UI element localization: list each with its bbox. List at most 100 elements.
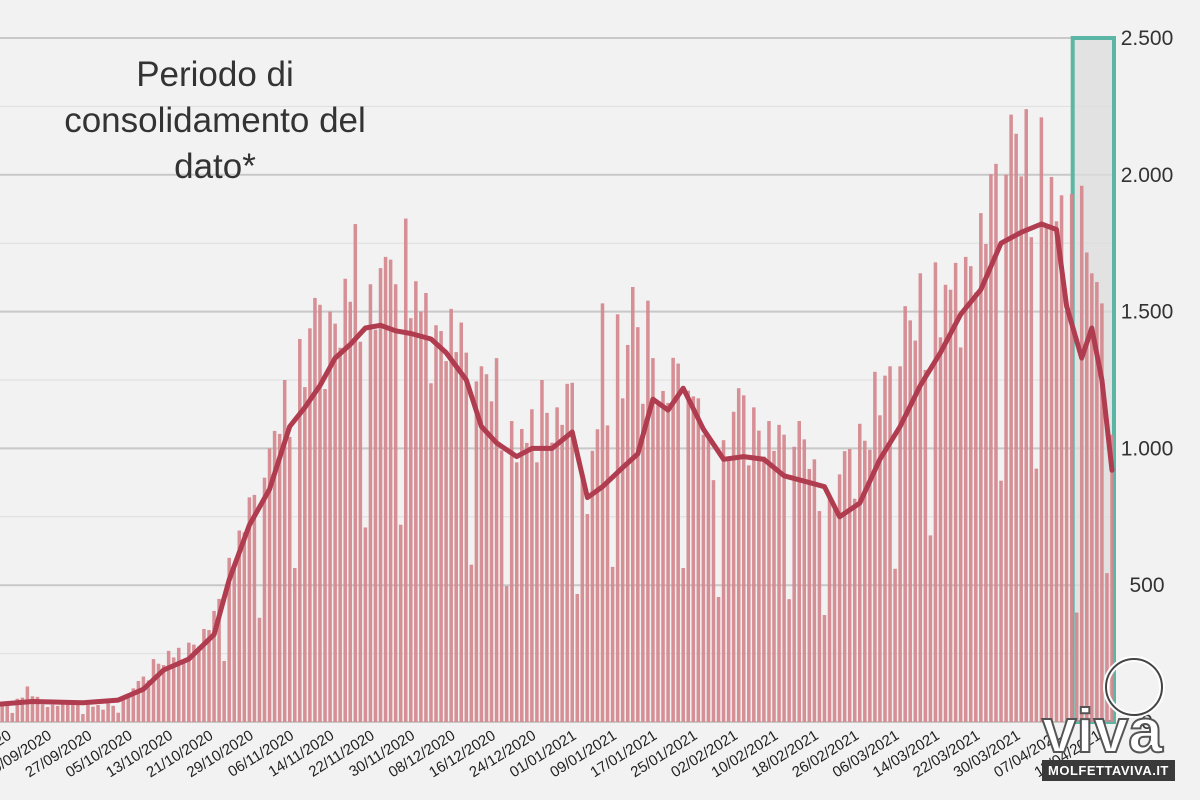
daily-bar [948, 289, 953, 722]
daily-bar [232, 566, 236, 722]
daily-bar [287, 436, 292, 722]
daily-bar [852, 498, 857, 722]
daily-bar [207, 630, 211, 722]
daily-bar [91, 706, 95, 722]
daily-bar [76, 704, 80, 722]
daily-bar [817, 511, 822, 722]
daily-bar [968, 266, 973, 722]
daily-bar [1019, 176, 1023, 722]
daily-bar [731, 411, 736, 722]
x-axis: 11/09/202019/09/202027/09/202005/10/2020… [0, 727, 1104, 781]
daily-bar [86, 704, 90, 722]
y-axis: 0 500 1.000 1.500 2.000 2.500 [1121, 27, 1174, 734]
daily-bar [600, 303, 605, 722]
daily-bar [913, 340, 918, 722]
y-tick-label: 1.000 [1121, 437, 1174, 460]
daily-bar [499, 450, 504, 722]
daily-bar [479, 366, 484, 722]
daily-bar [338, 347, 342, 722]
daily-bar [767, 421, 771, 722]
daily-bar [81, 714, 85, 722]
daily-bar [323, 389, 327, 722]
daily-bar [298, 338, 302, 722]
daily-bar [20, 697, 25, 722]
daily-bar [933, 262, 938, 722]
daily-bar [772, 450, 776, 722]
y-tick-label: 0 [1141, 711, 1153, 734]
daily-bar [676, 363, 680, 722]
daily-bar [454, 352, 458, 722]
daily-bar [141, 676, 146, 722]
daily-bar [701, 434, 706, 722]
daily-bar [202, 628, 206, 722]
daily-bar [66, 704, 70, 722]
daily-bar [35, 696, 40, 722]
daily-bar [237, 530, 242, 722]
daily-bar [716, 596, 721, 722]
daily-bar [525, 442, 529, 722]
daily-bar [393, 284, 398, 722]
daily-bar [989, 174, 993, 722]
viva-logo: viva [1041, 656, 1165, 767]
daily-bar [999, 480, 1003, 722]
daily-bar [166, 650, 171, 722]
daily-bar [691, 396, 696, 722]
daily-bar [257, 617, 262, 722]
daily-bar [509, 421, 514, 722]
daily-bar [126, 696, 131, 722]
y-tick-label: 500 [1129, 574, 1164, 597]
daily-bar [343, 278, 347, 722]
daily-bar [242, 532, 247, 722]
daily-bar [858, 423, 862, 722]
daily-bar [318, 304, 322, 722]
daily-bar [1090, 273, 1094, 722]
daily-bar [111, 705, 115, 722]
daily-bar [797, 421, 801, 722]
daily-bar [893, 568, 897, 722]
daily-bar [726, 459, 731, 722]
daily-bar [71, 702, 75, 722]
daily-bar [868, 449, 872, 722]
daily-bar [696, 398, 701, 722]
daily-bar [176, 647, 181, 722]
daily-bar [1095, 282, 1099, 722]
daily-bar [514, 462, 519, 722]
daily-bar [908, 320, 912, 722]
daily-bar [842, 451, 847, 722]
daily-bar [217, 598, 221, 722]
daily-bar [121, 700, 126, 722]
daily-bar [353, 224, 358, 723]
daily-bar [5, 705, 9, 722]
daily-bar [671, 357, 675, 722]
daily-bar [116, 712, 120, 722]
daily-bar [641, 403, 645, 722]
daily-bar [313, 297, 317, 722]
daily-bar [489, 401, 494, 722]
daily-bar [434, 325, 438, 722]
daily-bar [1039, 117, 1044, 723]
daily-bar [151, 659, 156, 722]
moving-average-line-group [0, 221, 1115, 707]
daily-bar [1049, 176, 1054, 723]
daily-bar [762, 456, 766, 722]
daily-bar [651, 358, 655, 722]
daily-bar [545, 412, 549, 722]
daily-bar [197, 646, 201, 722]
daily-bar [449, 308, 453, 722]
daily-bar [419, 311, 423, 722]
daily-bar [333, 323, 337, 722]
daily-bar [570, 382, 574, 722]
daily-bar [979, 213, 983, 722]
daily-bar [1014, 133, 1018, 722]
daily-bar [383, 256, 388, 722]
daily-bar [363, 527, 368, 722]
daily-bar [878, 415, 882, 722]
daily-bar [1085, 252, 1089, 722]
daily-bar [212, 610, 216, 722]
daily-bar [595, 429, 600, 722]
daily-bar [686, 390, 691, 722]
daily-bar [847, 448, 852, 722]
daily-bar [252, 494, 257, 722]
